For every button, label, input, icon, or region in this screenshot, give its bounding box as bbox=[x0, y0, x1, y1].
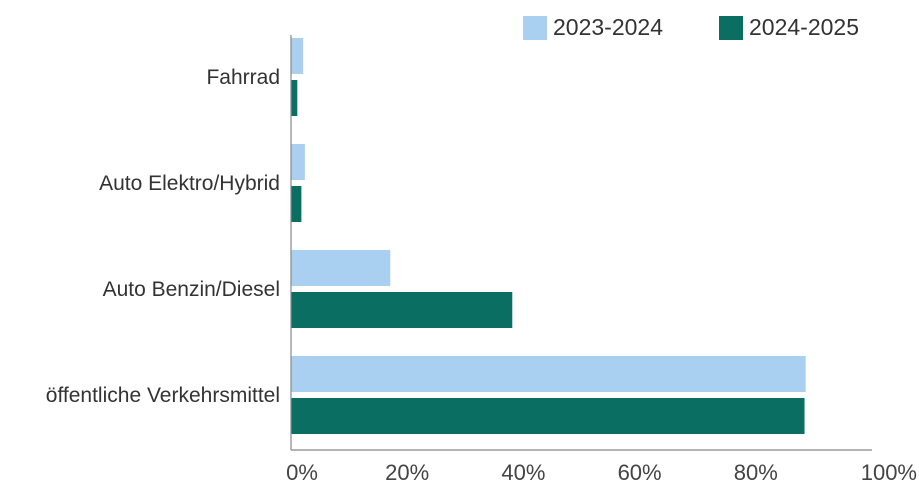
bar-series1-3 bbox=[291, 356, 806, 392]
bar-series1-2 bbox=[291, 250, 391, 286]
x-tick-label: 60% bbox=[618, 460, 662, 485]
category-label: Auto Elektro/Hybrid bbox=[99, 172, 280, 195]
x-tick-label: 20% bbox=[385, 460, 429, 485]
category-label: öffentliche Verkehrsmittel bbox=[46, 384, 280, 407]
x-tick-label: 0% bbox=[286, 460, 318, 485]
x-tick-label: 40% bbox=[501, 460, 545, 485]
bar-series1-1 bbox=[291, 144, 305, 180]
bar-series2-3 bbox=[291, 398, 805, 434]
category-label: Fahrrad bbox=[206, 66, 280, 89]
bar-series2-1 bbox=[291, 186, 302, 222]
bar-series1-0 bbox=[291, 38, 304, 74]
x-tick-label: 80% bbox=[734, 460, 778, 485]
bar-group bbox=[291, 38, 806, 434]
legend-swatch-1 bbox=[523, 16, 547, 40]
category-labels: Fahrrad Auto Elektro/Hybrid Auto Benzin/Di… bbox=[46, 66, 280, 407]
legend-label-1: 2023-2024 bbox=[553, 14, 663, 40]
chart-legend: 2023-2024 2024-2025 bbox=[523, 14, 859, 40]
bar-series2-0 bbox=[291, 80, 298, 116]
category-label: Auto Benzin/Diesel bbox=[103, 278, 280, 301]
legend-swatch-2 bbox=[719, 16, 743, 40]
x-tick-label: 100% bbox=[861, 460, 917, 485]
legend-label-2: 2024-2025 bbox=[749, 14, 859, 40]
bar-series2-2 bbox=[291, 292, 513, 328]
x-tick-labels: 0% 20% 40% 60% 80% 100% bbox=[286, 460, 917, 485]
